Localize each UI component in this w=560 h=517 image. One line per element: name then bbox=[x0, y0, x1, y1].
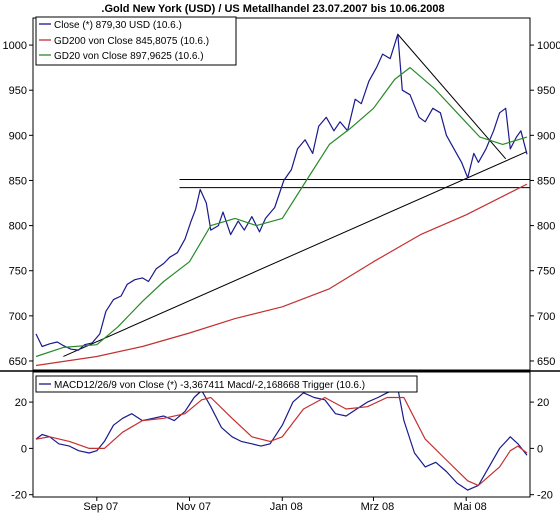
trendline bbox=[63, 151, 528, 357]
y-tick-label-right: -20 bbox=[537, 490, 553, 502]
x-tick-label: Sep 07 bbox=[83, 501, 118, 513]
price-legend: Close (*) 879,30 USD (10.6.) GD200 von C… bbox=[35, 16, 237, 66]
legend-gd200: GD200 von Close 845,8075 (10.6.) bbox=[54, 36, 209, 47]
y-tick-label-right: 1000 bbox=[537, 40, 560, 52]
y-tick-label-left: 650 bbox=[9, 356, 27, 368]
y-tick-label-right: 700 bbox=[537, 311, 555, 323]
y-tick-label-left: 850 bbox=[9, 175, 27, 187]
macd-panel: -20 -20 0 0 20 20 MACD12/26/9 von Close (*) -… bbox=[11, 371, 553, 502]
gd20-series-line bbox=[35, 67, 528, 358]
y-tick-label-left: 900 bbox=[9, 130, 27, 142]
trendline bbox=[397, 33, 507, 160]
macd-legend: MACD12/26/9 von Close (*) -3,367411 Macd… bbox=[35, 375, 418, 393]
x-tick-label: Mai 08 bbox=[454, 501, 487, 513]
y-tick-label-right: 800 bbox=[537, 221, 555, 233]
y-tick-label-left: 800 bbox=[9, 221, 27, 233]
chart-title: .Gold New York (USD) / US Metallhandel 2… bbox=[101, 3, 444, 15]
y-tick-label-left: 1000 bbox=[3, 40, 27, 52]
y-tick-label-right: 750 bbox=[537, 266, 555, 278]
y-tick-label-right: 0 bbox=[537, 443, 543, 455]
macd-series-line bbox=[35, 387, 528, 491]
trigger-series-line bbox=[35, 396, 528, 486]
close-series-line bbox=[35, 33, 528, 351]
price-panel: 650 650 700 700 750 750 800 800 850 850 900 900 950 9… bbox=[0, 16, 560, 372]
x-tick-label: Nov 07 bbox=[176, 501, 211, 513]
y-tick-label-right: 900 bbox=[537, 130, 555, 142]
y-tick-label-left: -20 bbox=[11, 490, 27, 502]
x-tick-label: Jan 08 bbox=[270, 501, 303, 513]
x-tick-label: Mrz 08 bbox=[361, 501, 395, 513]
y-tick-label-left: 20 bbox=[15, 397, 27, 409]
y-tick-label-left: 950 bbox=[9, 85, 27, 97]
legend-gd20: GD20 von Close 897,9625 (10.6.) bbox=[54, 51, 204, 62]
y-tick-label-right: 650 bbox=[537, 356, 555, 368]
y-tick-label-right: 20 bbox=[537, 397, 549, 409]
y-tick-label-left: 700 bbox=[9, 311, 27, 323]
y-tick-label-right: 850 bbox=[537, 175, 555, 187]
y-tick-label-left: 750 bbox=[9, 266, 27, 278]
y-tick-label-right: 950 bbox=[537, 85, 555, 97]
y-tick-label-left: 0 bbox=[21, 443, 27, 455]
gd200-series-line bbox=[35, 183, 528, 367]
x-axis: Sep 07 Nov 07 Jan 08 Mrz 08 Mai 08 bbox=[83, 497, 487, 513]
legend-close: Close (*) 879,30 USD (10.6.) bbox=[54, 20, 182, 31]
legend-macd: MACD12/26/9 von Close (*) -3,367411 Macd… bbox=[54, 380, 365, 391]
